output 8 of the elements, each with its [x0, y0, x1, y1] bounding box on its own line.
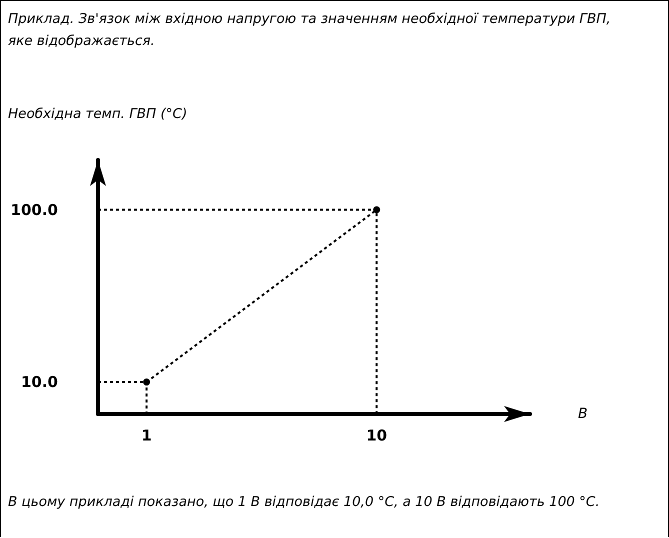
x-axis-title: В [578, 406, 588, 422]
x-tick-label: 1 [141, 426, 152, 444]
x-tick-label: 10 [366, 426, 388, 444]
y-tick-label: 100.0 [10, 200, 58, 219]
y-tick-label: 10.0 [20, 373, 58, 392]
chart-title: Приклад. Зв'язок між вхідною напругою та значенням необхідної температури ГВП, яке відображається. [8, 10, 612, 51]
text: В цьому прикладі показано, що 1 В відповідає 10,0 °C, а 10 В відповідають 100 °C. [8, 493, 601, 512]
y-axis-title: Необхідна темп. ГВП (°C) [8, 105, 188, 124]
